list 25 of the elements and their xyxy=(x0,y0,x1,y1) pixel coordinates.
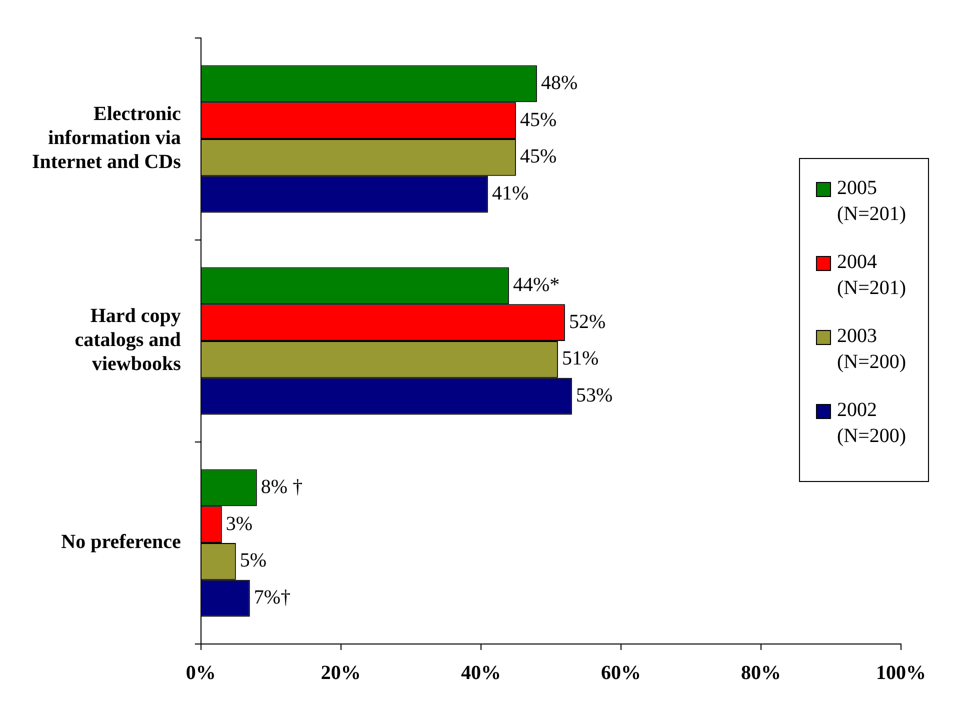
data-label: 5% xyxy=(240,550,267,572)
legend-label: 2003 (N=200) xyxy=(837,324,908,375)
data-label: 41% xyxy=(492,182,529,205)
y-tick-label: Hard copy catalogs and viewbooks xyxy=(74,305,182,376)
legend-label: 2002 (N=200) xyxy=(837,398,908,449)
data-label: 52% xyxy=(568,310,606,333)
legend-label: 2004 (N=201) xyxy=(837,250,908,301)
data-label: 8% † xyxy=(260,476,303,498)
x-tick-label: 40% xyxy=(460,662,501,684)
data-label: 48% xyxy=(540,72,578,94)
data-label: 3% xyxy=(226,512,253,535)
x-tick-label: 80% xyxy=(740,662,781,684)
x-tick-label: 20% xyxy=(320,662,361,684)
data-label: 45% xyxy=(520,146,557,168)
y-tick-label: Electronic information via Internet and CDs xyxy=(32,103,182,174)
data-label: 53% xyxy=(576,384,613,407)
y-tick-label: No preference xyxy=(61,531,182,554)
data-label: 7%† xyxy=(254,586,291,609)
x-tick-label: 0% xyxy=(186,662,216,684)
legend-label: 2005 (N=201) xyxy=(837,176,908,227)
data-label: 44%* xyxy=(512,274,560,296)
x-tick-label: 100% xyxy=(876,662,926,684)
data-label: 45% xyxy=(520,108,557,131)
data-label: 51% xyxy=(562,348,599,370)
x-tick-label: 60% xyxy=(600,662,641,684)
